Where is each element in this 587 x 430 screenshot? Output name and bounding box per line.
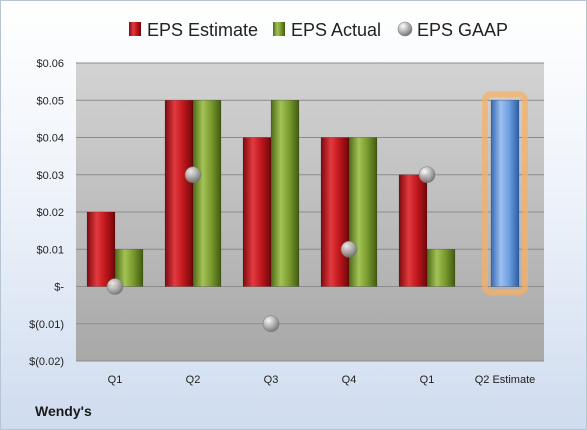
eps-estimate-bar [320,137,350,287]
legend-label: EPS Actual [291,20,381,40]
eps-estimate-bar [86,211,116,287]
bars-group [86,91,528,296]
eps-actual-bar [192,100,222,287]
legend-label: EPS GAAP [417,20,508,40]
legend-swatch-estimate [129,22,141,36]
legend-label: EPS Estimate [147,20,258,40]
x-tick-label: Q4 [342,374,357,386]
highlight-glow [482,91,528,296]
y-tick-label: $0.01 [36,244,64,256]
eps-estimate-bar [398,174,428,287]
y-tick-label: $0.02 [36,207,64,219]
y-tick-label: $(0.02) [29,356,64,368]
eps-gaap-marker [418,166,436,184]
y-tick-label: $- [54,282,64,294]
gridlines [76,62,544,362]
x-tick-label: Q3 [264,374,279,386]
eps-estimate-bar [242,137,272,287]
eps-gaap-marker [262,315,280,333]
y-axis: $0.06 $0.05 $0.04 $0.03 $0.02 $0.01 $- $(0.01) $… [29,58,64,368]
y-tick-label: $0.04 [36,133,64,145]
legend-swatch-actual [273,22,285,36]
y-tick-label: $0.06 [36,58,64,70]
x-tick-label: Q1 [108,374,123,386]
eps-gaap-marker [106,278,124,295]
eps-actual-bar [114,249,144,287]
legend-swatch-gaap [397,21,413,37]
x-tick-label: Q2 Estimate [475,374,536,386]
eps-gaap-marker [184,166,202,184]
y-tick-label: $(0.01) [29,319,64,331]
x-tick-label: Q1 [420,374,435,386]
company-label: Wendy's [35,403,92,419]
q2-estimate-bar [490,100,520,287]
legend: EPS Estimate EPS Actual EPS GAAP [129,20,508,40]
x-tick-label: Q2 [186,374,201,386]
eps-actual-bar [348,137,378,287]
eps-actual-bar [270,100,300,287]
eps-gaap-marker [340,240,358,258]
y-tick-label: $0.05 [36,95,64,107]
eps-actual-bar [426,249,456,287]
eps-estimate-bar [164,100,194,287]
gaap-markers [106,166,436,333]
x-axis: Q1 Q2 Q3 Q4 Q1 Q2 Estimate [108,374,536,386]
y-tick-label: $0.03 [36,170,64,182]
